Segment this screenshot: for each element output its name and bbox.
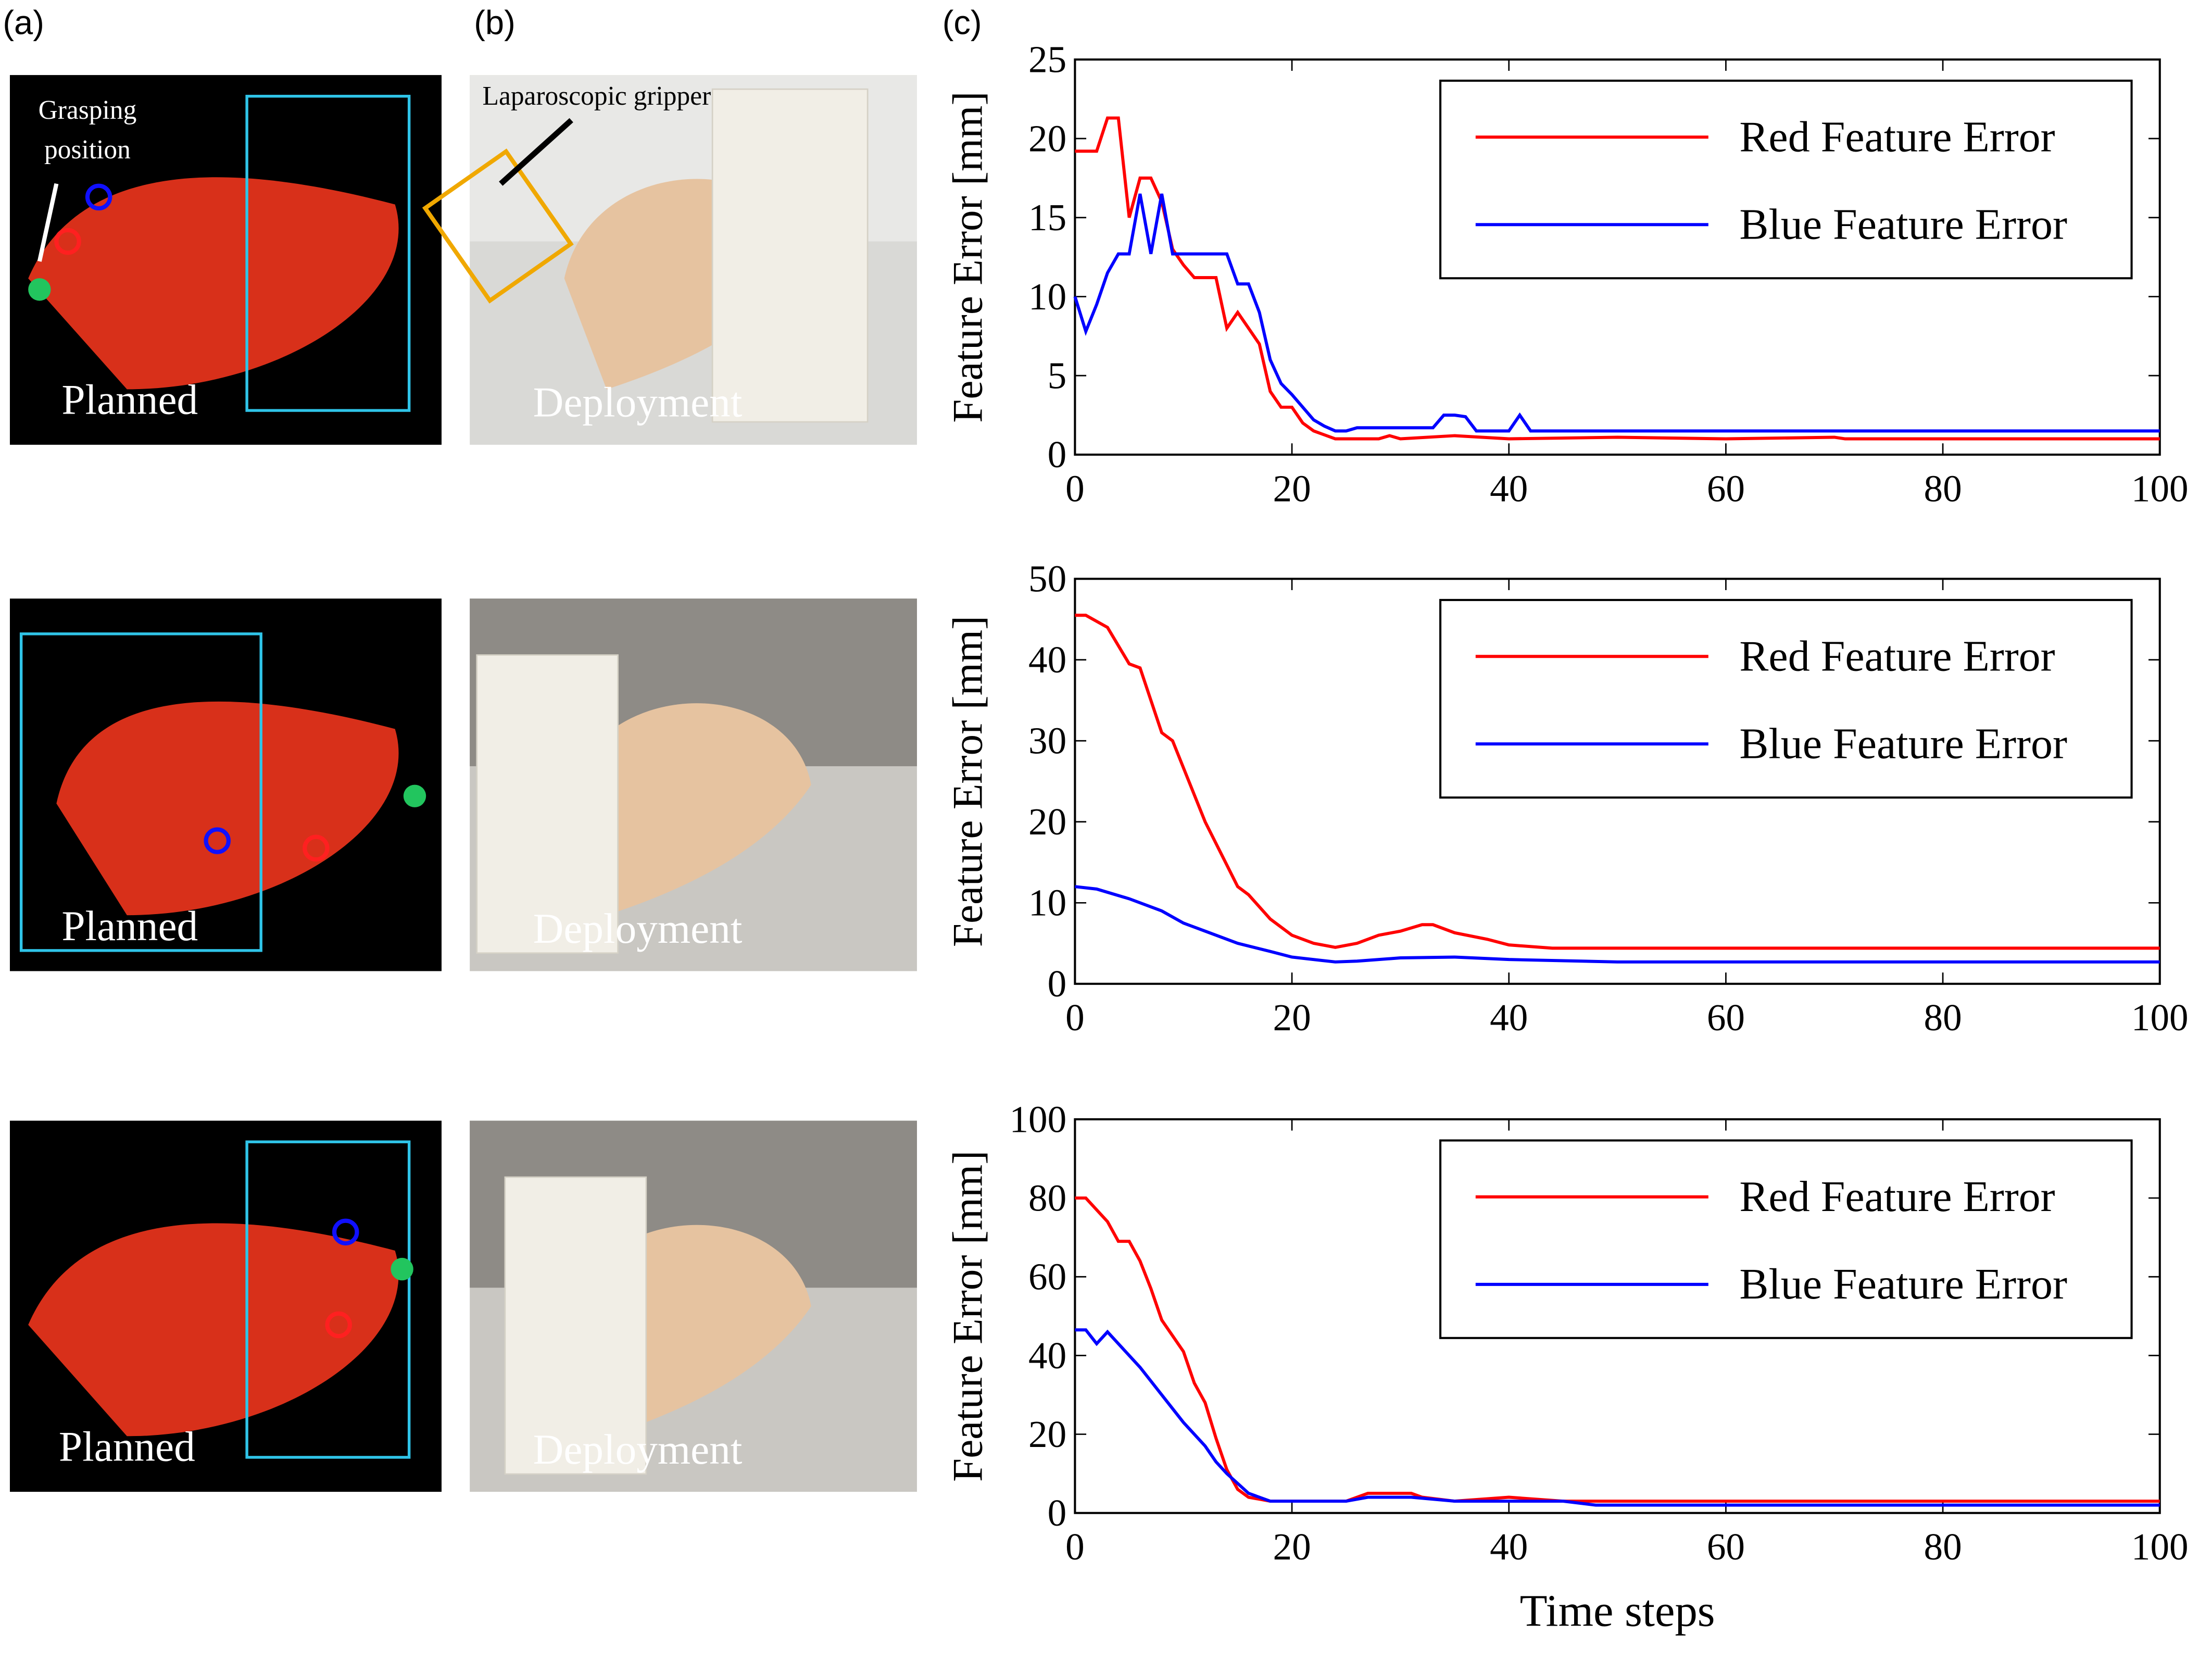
legend-label: Blue Feature Error [1739, 1260, 2067, 1308]
y-axis-label: Feature Error [mm] [945, 91, 991, 422]
liver-model [28, 1223, 399, 1437]
plot-frame [1074, 58, 2161, 456]
planned-label: Planned [59, 1424, 195, 1470]
panel-label: (a) [3, 4, 44, 42]
y-tick-label: 0 [1048, 433, 1067, 476]
x-tick-label: 100 [2131, 996, 2189, 1039]
data-line [1075, 885, 2160, 964]
phantom-block [476, 654, 619, 954]
grasp-point [28, 278, 51, 301]
liver-model [28, 177, 399, 390]
y-tick-label: 30 [1028, 720, 1066, 762]
liver-model [56, 701, 399, 916]
legend-label: Red Feature Error [1739, 1172, 2055, 1221]
data-line [1073, 193, 2160, 433]
y-tick-label: 0 [1048, 963, 1067, 1005]
x-tick-label: 40 [1490, 1526, 1528, 1568]
plot-frame [1074, 1118, 2161, 1514]
y-tick-label: 20 [1028, 801, 1066, 843]
grasp-point [403, 784, 426, 807]
y-tick-label: 10 [1028, 882, 1066, 924]
panel-label: (c) [942, 4, 982, 42]
arrow [499, 118, 573, 186]
x-tick-label: 20 [1273, 1526, 1311, 1568]
bounding-box [245, 95, 411, 412]
x-tick-label: 80 [1924, 1526, 1962, 1568]
y-tick-label: 80 [1028, 1177, 1066, 1219]
data-line [1075, 116, 2160, 441]
deployment-label: Deployment [533, 379, 743, 426]
x-tick-label: 0 [1065, 467, 1085, 509]
x-tick-label: 60 [1707, 1526, 1745, 1568]
x-tick-label: 100 [2131, 467, 2189, 509]
gripper-box [422, 148, 574, 304]
x-tick-label: 20 [1273, 996, 1311, 1039]
x-tick-label: 100 [2131, 1526, 2189, 1568]
blue-feature [332, 1218, 359, 1246]
x-tick-label: 40 [1490, 467, 1528, 509]
phantom-liver [564, 703, 811, 916]
x-tick-label: 20 [1273, 467, 1311, 509]
annotation: Laparoscopic gripper [483, 81, 711, 111]
x-tick-label: 60 [1707, 996, 1745, 1039]
x-tick-label: 40 [1490, 996, 1528, 1039]
y-tick-label: 60 [1028, 1256, 1066, 1298]
bounding-box [19, 632, 262, 952]
y-tick-label: 0 [1048, 1492, 1067, 1534]
x-tick-label: 80 [1924, 996, 1962, 1039]
legend-label: Blue Feature Error [1739, 719, 2067, 768]
y-tick-label: 15 [1028, 196, 1066, 239]
data-line [1075, 1328, 2160, 1507]
blue-feature [204, 827, 231, 854]
y-tick-label: 100 [1009, 1098, 1066, 1140]
planned-label: Planned [61, 903, 198, 950]
planned-label: Planned [61, 376, 198, 423]
x-tick-label: 0 [1065, 1526, 1085, 1568]
data-line [1075, 614, 2160, 950]
y-axis-label: Feature Error [mm] [945, 1151, 991, 1482]
blue-feature [85, 183, 112, 211]
y-axis-label: Feature Error [mm] [945, 616, 991, 947]
annotation: position [44, 135, 131, 165]
legend-box [1439, 79, 2133, 280]
x-tick-label: 80 [1924, 467, 1962, 509]
y-tick-label: 40 [1028, 639, 1066, 681]
bounding-box [245, 1140, 411, 1459]
x-tick-label: 60 [1707, 467, 1745, 509]
y-tick-label: 5 [1048, 355, 1067, 397]
y-tick-label: 10 [1028, 276, 1066, 318]
red-feature [54, 228, 81, 255]
deployment-label: Deployment [533, 1426, 743, 1473]
y-tick-label: 20 [1028, 117, 1066, 159]
y-tick-label: 20 [1028, 1413, 1066, 1455]
x-axis-label: Time steps [1520, 1586, 1715, 1636]
phantom-block [504, 1176, 647, 1475]
legend-label: Red Feature Error [1739, 632, 2055, 680]
x-tick-label: 0 [1065, 996, 1085, 1039]
red-feature [303, 834, 330, 862]
plot-frame [1074, 578, 2161, 985]
y-tick-label: 25 [1028, 39, 1066, 81]
arrow [37, 183, 59, 262]
grasp-point [391, 1257, 413, 1281]
y-tick-label: 50 [1028, 558, 1066, 600]
y-tick-label: 40 [1028, 1334, 1066, 1377]
annotation: Grasping [39, 95, 137, 125]
legend-box [1439, 598, 2133, 799]
red-feature [325, 1311, 352, 1339]
legend-label: Red Feature Error [1739, 113, 2055, 161]
legend-label: Blue Feature Error [1739, 200, 2067, 248]
panel-label: (b) [474, 4, 515, 42]
legend-box [1439, 1139, 2133, 1339]
phantom-block [711, 88, 869, 423]
deployment-label: Deployment [533, 905, 743, 952]
